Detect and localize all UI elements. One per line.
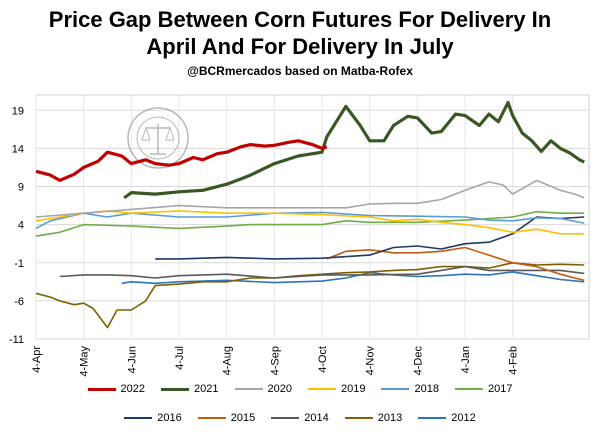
x-tick-label: 4-Jun <box>126 346 138 374</box>
legend-swatch <box>234 388 263 390</box>
legend-item-2014: 2014 <box>271 412 329 424</box>
legend-item-2019: 2019 <box>308 383 365 395</box>
bcr-seal-logo <box>127 107 189 169</box>
legend-swatch <box>381 388 410 390</box>
legend-item-2013: 2013 <box>344 412 403 424</box>
x-tick-label: 4-Dec <box>412 346 424 376</box>
y-tick-label: 19 <box>12 105 24 117</box>
legend-swatch <box>344 417 373 419</box>
legend-label: 2015 <box>230 412 256 424</box>
legend-swatch <box>161 387 190 391</box>
legend-item-2012: 2012 <box>418 412 476 424</box>
legend-item-2020: 2020 <box>234 383 292 395</box>
chart-title: Price Gap Between Corn Futures For Deliv… <box>0 6 600 60</box>
series-line-2022 <box>35 139 328 182</box>
x-tick-label: 4-Apr <box>31 346 43 373</box>
legend-item-2017: 2017 <box>454 383 513 395</box>
legend-swatch <box>308 388 336 390</box>
chart-subtitle: @BCRmercados based on Matba-Rofex <box>187 64 413 78</box>
legend-swatch <box>197 417 226 419</box>
legend-label: 2012 <box>451 412 476 424</box>
legend-swatch <box>454 388 483 390</box>
legend-label: 2019 <box>341 383 366 395</box>
x-tick-label: 4-May <box>79 346 91 377</box>
legend-label: 2017 <box>487 383 513 395</box>
y-tick-label: -11 <box>9 334 24 346</box>
y-tick-label: 4 <box>18 220 24 232</box>
legend-item-2022: 2022 <box>87 383 146 395</box>
series-line-2021 <box>123 100 585 200</box>
legend-row-2: 2016 2015 2014 2013 2012 <box>0 412 600 424</box>
legend-label: 2021 <box>194 383 219 395</box>
legend-item-2015: 2015 <box>197 412 256 424</box>
series-line-2020 <box>35 179 585 218</box>
series-lines <box>35 100 585 329</box>
legend-label: 2014 <box>304 412 329 424</box>
series-line-2014 <box>59 265 585 279</box>
series-line-2017 <box>35 210 585 237</box>
x-tick-label: 4-Nov <box>365 346 377 376</box>
legend-item-2016: 2016 <box>124 412 182 424</box>
legend-label: 2020 <box>267 383 292 395</box>
x-tick-label: 4-Feb <box>508 346 520 375</box>
x-tick-label: 4-Oct <box>317 346 329 373</box>
gridlines <box>35 95 589 340</box>
series-line-2018 <box>35 211 585 230</box>
x-tick-label: 4-Sep <box>269 346 281 375</box>
x-axis-ticks: 4-Apr 4-May 4-Jun 4-Jul 4-Aug 4-Sep 4-Oct 4-Nov… <box>31 346 520 377</box>
x-tick-label: 4-Jul <box>174 346 186 370</box>
chart-title-line: Price Gap Between Corn Futures For Deliv… <box>48 7 552 32</box>
legend-swatch <box>87 387 116 391</box>
y-axis-ticks: 19 14 9 4 -1 -6 -11 <box>9 105 24 346</box>
y-tick-label: 14 <box>12 143 24 155</box>
legend-item-2018: 2018 <box>381 383 439 395</box>
legend-row-1: 2022 2021 2020 2019 2018 2017 <box>0 383 600 395</box>
legend-swatch <box>271 417 300 419</box>
series-line-2015 <box>326 246 585 282</box>
legend-label: 2013 <box>377 412 403 424</box>
x-tick-label: 4-Jan <box>460 346 472 374</box>
legend-item-2021: 2021 <box>161 383 219 395</box>
legend-label: 2022 <box>120 383 146 395</box>
legend-swatch <box>418 417 447 419</box>
chart-title-line: April And For Delivery In July <box>146 34 454 59</box>
y-tick-label: 9 <box>18 182 24 194</box>
legend-label: 2016 <box>157 412 182 424</box>
x-tick-label: 4-Aug <box>222 346 234 375</box>
series-line-2016 <box>155 216 585 260</box>
y-tick-label: -6 <box>14 296 24 308</box>
chart-title-text: Price Gap Between Corn Futures For Deliv… <box>0 6 600 60</box>
series-line-2012 <box>121 271 585 285</box>
legend-swatch <box>124 417 153 419</box>
legend-label: 2018 <box>414 383 439 395</box>
y-tick-label: -1 <box>14 258 24 270</box>
